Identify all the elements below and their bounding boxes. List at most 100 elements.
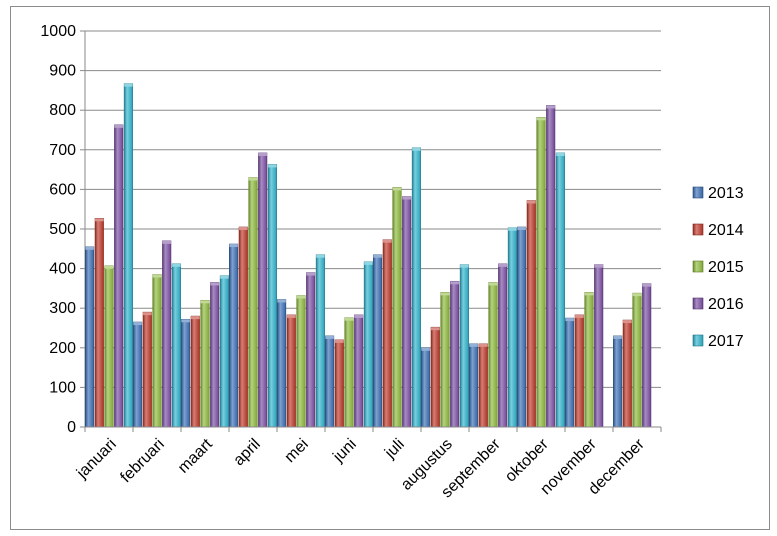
legend-label: 2014: [708, 222, 744, 239]
bar-top-mei-2016: [306, 272, 315, 276]
x-tick-label: maart: [175, 435, 216, 476]
legend-swatch-2015: [692, 260, 704, 273]
bar-januari-2017: [123, 83, 133, 428]
bar-top-september-2014: [479, 343, 488, 347]
bar-top-december-2014: [623, 320, 632, 324]
bar-augustus-2016: [450, 280, 460, 428]
bar-top-september-2017: [508, 227, 517, 231]
bar-top-mei-2014: [287, 314, 296, 318]
bar-top-maart-2016: [210, 282, 219, 286]
bar-top-januari-2013: [85, 246, 94, 250]
y-axis: 0 100 200 300 400 500 600 700 800 900 1000: [40, 23, 86, 436]
bars: [85, 83, 652, 428]
bar-top-mei-2015: [296, 295, 306, 299]
y-tick-label: 400: [49, 261, 76, 278]
bar-top-maart-2017: [220, 275, 229, 279]
bar-top-augustus-2015: [440, 292, 450, 296]
bar-december-2014: [622, 319, 632, 428]
bar-top-mei-2013: [277, 299, 286, 303]
y-tick-label: 1000: [40, 23, 76, 40]
bar-juli-2017: [411, 147, 421, 428]
bar-top-februari-2017: [172, 263, 181, 267]
bar-maart-2013: [181, 318, 191, 428]
bar-maart-2015: [200, 299, 210, 428]
legend-swatch-2013: [692, 186, 704, 199]
bar-top-oktober-2013: [517, 227, 526, 231]
bar-juni-2014: [334, 339, 344, 428]
bar-top-juni-2014: [335, 339, 344, 343]
gridlines: [85, 30, 661, 388]
bar-top-juni-2015: [344, 317, 354, 321]
bar-juli-2015: [392, 187, 402, 428]
y-tick-label: 700: [49, 142, 76, 159]
bar-juli-2014: [382, 239, 392, 428]
bar-top-juli-2013: [373, 254, 382, 258]
bar-juni-2017: [363, 261, 373, 428]
y-tick-label: 0: [67, 419, 76, 436]
bar-november-2016: [594, 264, 604, 428]
bar-mei-2013: [277, 299, 287, 428]
bar-december-2015: [632, 292, 642, 428]
bar-januari-2015: [104, 265, 114, 428]
legend: 2013 2014 2015 2016 2017: [692, 185, 744, 350]
bar-mei-2015: [296, 295, 306, 428]
bar-augustus-2015: [440, 292, 450, 428]
bar-top-april-2017: [268, 164, 277, 168]
bar-top-juni-2013: [325, 335, 334, 339]
bar-juni-2013: [325, 335, 335, 428]
bar-top-september-2015: [488, 282, 498, 286]
y-tick-label: 200: [49, 340, 76, 357]
bar-oktober-2017: [555, 152, 565, 428]
bar-top-januari-2015: [104, 265, 114, 269]
bar-top-juli-2014: [383, 239, 392, 243]
bar-top-februari-2015: [152, 274, 162, 278]
bar-top-augustus-2014: [431, 327, 440, 331]
bar-augustus-2017: [459, 264, 469, 428]
bar-top-november-2016: [594, 264, 603, 268]
bar-mei-2017: [315, 254, 325, 428]
bar-top-december-2013: [613, 335, 622, 339]
bar-april-2017: [267, 164, 277, 428]
y-tick-label: 500: [49, 221, 76, 238]
bar-oktober-2015: [536, 117, 546, 428]
y-tick-label: 100: [49, 379, 76, 396]
bar-top-december-2016: [642, 283, 651, 287]
bar-maart-2017: [219, 275, 229, 428]
bar-januari-2014: [94, 218, 104, 428]
bar-november-2015: [584, 292, 594, 428]
bar-februari-2015: [152, 274, 162, 428]
bar-top-juni-2017: [364, 261, 373, 265]
bar-top-januari-2016: [114, 124, 123, 128]
bar-top-mei-2017: [316, 254, 325, 258]
bar-oktober-2014: [526, 200, 536, 428]
bar-top-november-2015: [584, 292, 594, 296]
bar-top-februari-2014: [143, 312, 152, 316]
bar-top-oktober-2014: [527, 200, 536, 204]
bar-top-juli-2017: [412, 147, 421, 151]
bar-september-2017: [507, 227, 517, 428]
x-tick-label: januari: [73, 436, 120, 483]
bar-september-2013: [469, 343, 479, 428]
bar-top-september-2016: [498, 263, 507, 267]
legend-label: 2015: [708, 259, 744, 276]
legend-swatch-2016: [692, 297, 704, 310]
bar-top-april-2014: [239, 227, 248, 231]
bar-top-november-2014: [575, 314, 584, 318]
x-tick-label: april: [230, 436, 263, 469]
chart-frame: 0 100 200 300 400 500 600 700 800 900 1000 januari…: [10, 6, 770, 530]
bar-chart: 0 100 200 300 400 500 600 700 800 900 1000 januari…: [40, 23, 744, 501]
y-tick-label: 900: [49, 63, 76, 80]
bar-december-2016: [642, 283, 652, 428]
bar-top-januari-2017: [124, 83, 133, 87]
bar-top-februari-2016: [162, 240, 171, 244]
bar-juni-2016: [354, 314, 364, 428]
bar-januari-2016: [114, 124, 124, 428]
bar-top-juli-2015: [392, 187, 402, 191]
bar-top-augustus-2017: [460, 264, 469, 268]
bar-september-2014: [478, 343, 488, 428]
bar-maart-2016: [210, 282, 220, 428]
bar-februari-2016: [162, 240, 172, 428]
bar-top-april-2016: [258, 152, 267, 156]
legend-swatch-2017: [692, 334, 704, 347]
